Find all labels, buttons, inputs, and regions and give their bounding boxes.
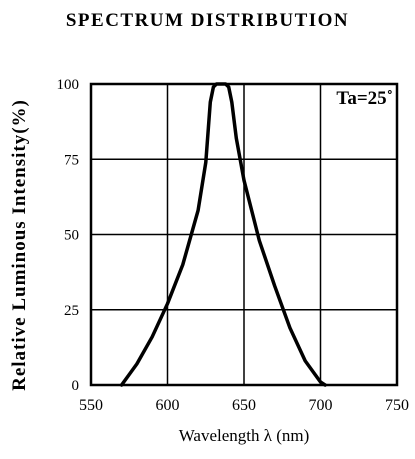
- y-tick-label-100: 100: [57, 77, 80, 93]
- y-tick-label-75: 75: [64, 152, 79, 168]
- spectrum-curve-0: [119, 82, 327, 387]
- x-tick-label-700: 700: [309, 397, 333, 414]
- y-tick-label-0: 0: [72, 378, 80, 394]
- x-tick-label-750: 750: [385, 397, 409, 414]
- y-tick-label-25: 25: [64, 303, 79, 319]
- y-tick-label-50: 50: [64, 228, 79, 244]
- temperature-annotation: Ta=25˚: [336, 88, 393, 109]
- x-tick-label-550: 550: [79, 397, 103, 414]
- x-tick-label-650: 650: [232, 397, 256, 414]
- chart-title: SPECTRUM DISTRIBUTION: [65, 10, 350, 31]
- plot-frame: [89, 82, 399, 387]
- x-axis-label: Wavelength λ (nm): [178, 426, 310, 445]
- x-tick-label-600: 600: [156, 397, 180, 414]
